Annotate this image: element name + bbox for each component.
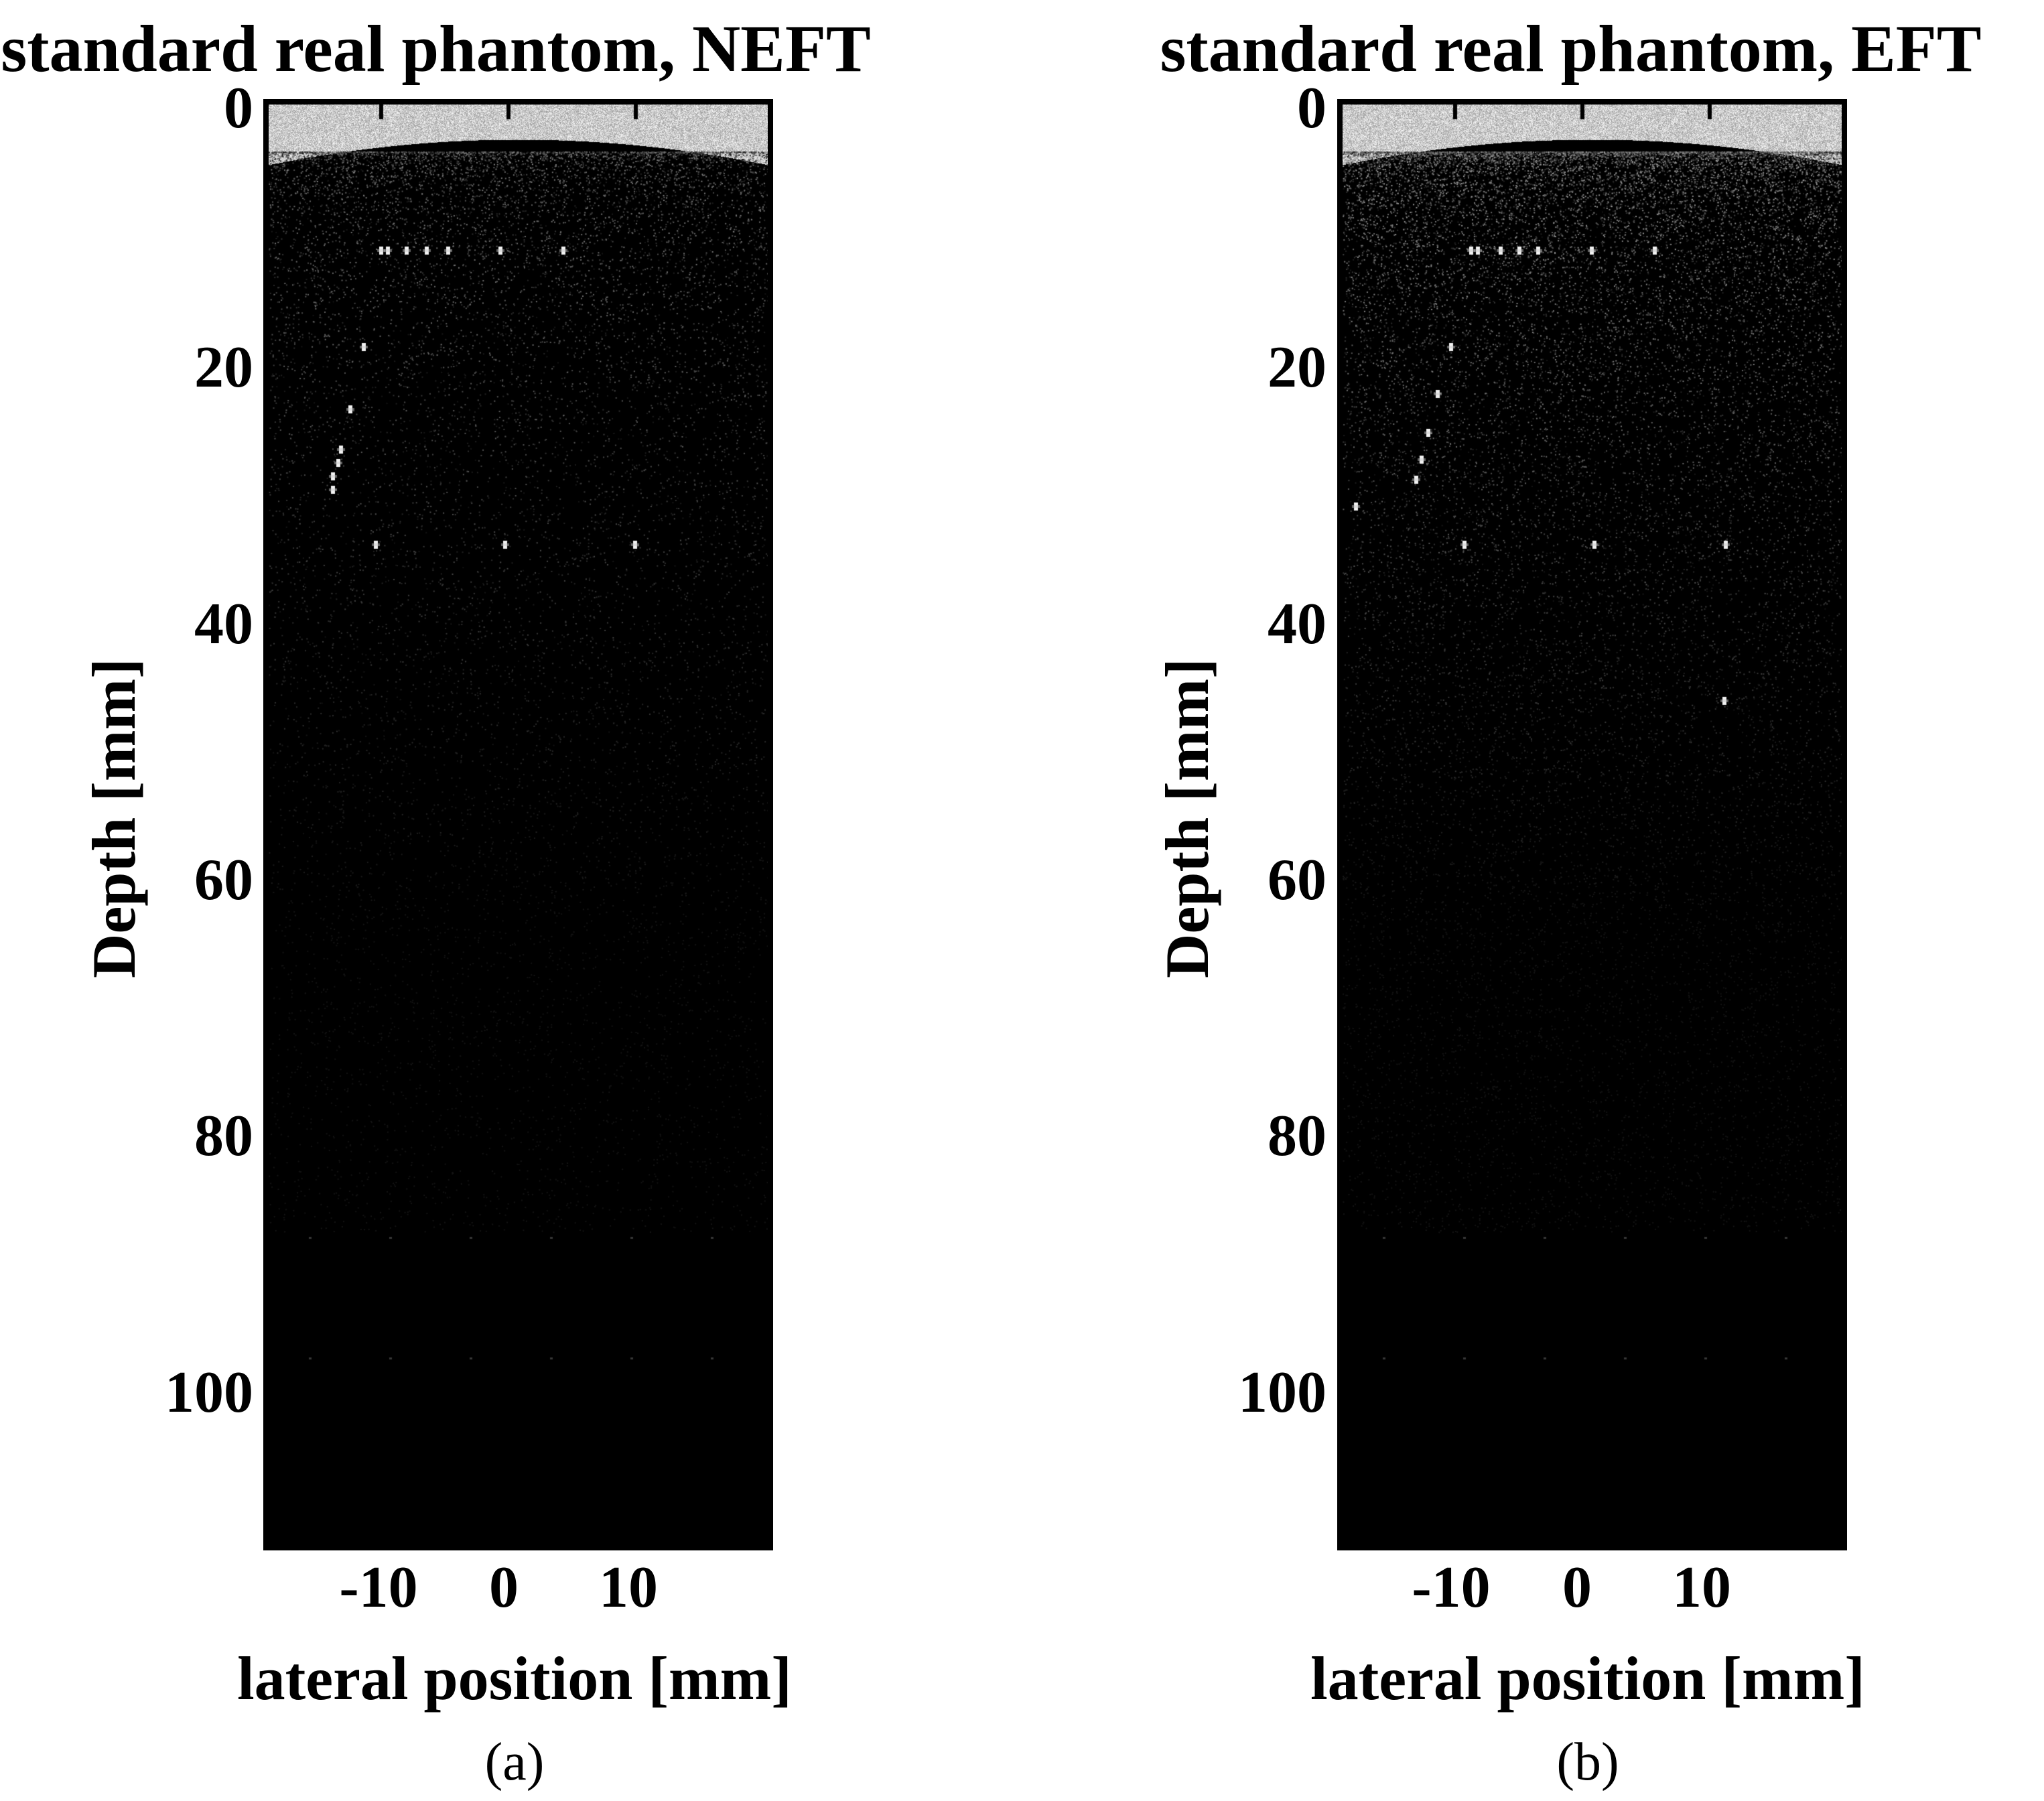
y-tick-label: 20 xyxy=(194,335,253,400)
y-tick-label: 40 xyxy=(1268,592,1326,657)
ultrasound-image xyxy=(1343,105,1842,1545)
y-tick-label: 100 xyxy=(165,1360,253,1425)
y-tick-label: 60 xyxy=(1268,848,1326,913)
x-tick-label: -10 xyxy=(1412,1555,1491,1620)
ultrasound-image-plot xyxy=(263,99,773,1550)
x-axis-label: lateral position [mm] xyxy=(237,1644,792,1713)
y-tick-label: 80 xyxy=(1268,1104,1326,1169)
y-tick-label: 0 xyxy=(1297,76,1326,141)
x-tick-label: 0 xyxy=(1562,1555,1592,1620)
x-tick-label: 10 xyxy=(1672,1555,1731,1620)
y-axis-label: Depth [mm] xyxy=(80,658,148,978)
y-tick-label: 60 xyxy=(194,848,253,913)
panel-title: standard real phantom, NEFT xyxy=(1,11,871,86)
y-axis-label: Depth [mm] xyxy=(1153,658,1221,978)
y-tick-label: 20 xyxy=(1268,335,1326,400)
x-tick-label: -10 xyxy=(339,1555,418,1620)
panel-title: standard real phantom, EFT xyxy=(1160,11,1982,86)
panel-caption: (b) xyxy=(1556,1733,1619,1792)
y-tick-label: 80 xyxy=(194,1104,253,1169)
panel-a: standard real phantom, NEFT 0 20 40 60 8… xyxy=(1,11,871,1792)
y-tick-label: 40 xyxy=(194,592,253,657)
y-tick-label: 100 xyxy=(1238,1360,1326,1425)
x-tick-label: 0 xyxy=(489,1555,519,1620)
ultrasound-image-plot xyxy=(1337,99,1847,1550)
panel-b: standard real phantom, EFT 0 20 40 60 80… xyxy=(1022,0,2044,1801)
panel-caption: (a) xyxy=(484,1733,545,1792)
x-axis-label: lateral position [mm] xyxy=(1310,1644,1865,1713)
y-tick-label: 0 xyxy=(224,76,253,141)
ultrasound-image xyxy=(269,105,768,1545)
x-tick-label: 10 xyxy=(599,1555,658,1620)
